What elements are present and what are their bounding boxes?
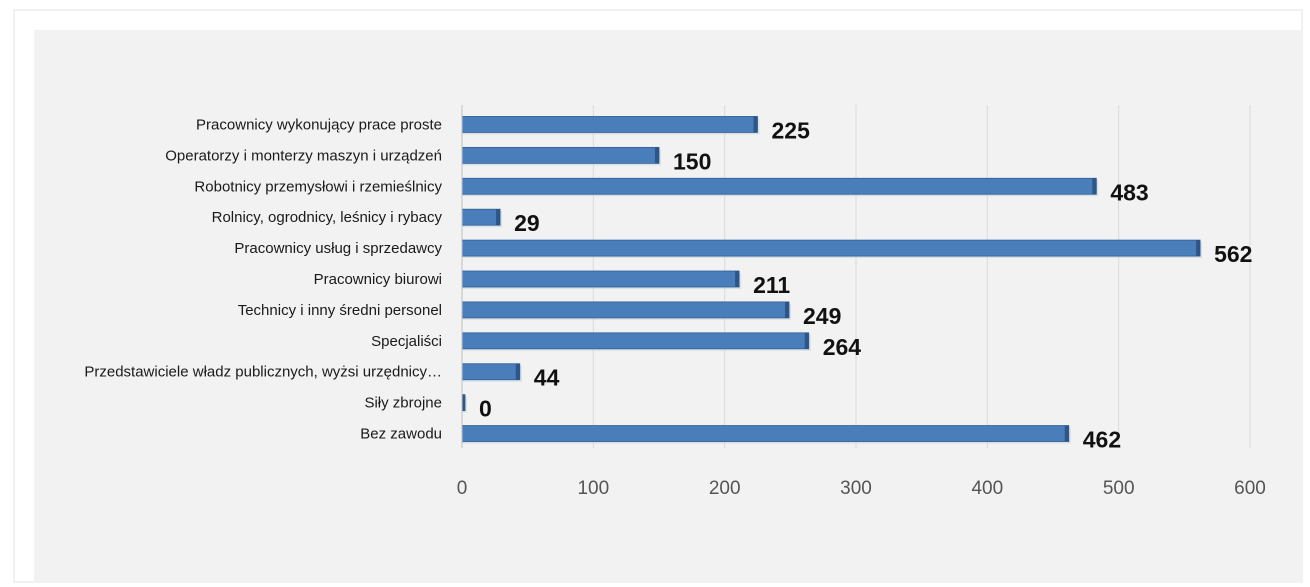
bar: [461, 146, 660, 164]
bar: [461, 239, 1201, 257]
category-label: Operatorzy i monterzy maszyn i urządzeń: [165, 147, 442, 164]
data-label: 29: [514, 210, 540, 236]
x-tick-label: 400: [971, 478, 1003, 499]
bar-end-cap: [1196, 240, 1201, 257]
bar-end-cap: [785, 301, 790, 318]
bar-end-cap: [753, 116, 758, 133]
category-label: Pracownicy usług i sprzedawcy: [234, 240, 442, 257]
category-label: Pracownicy wykonujący prace proste: [196, 116, 442, 133]
category-label: Rolnicy, ogrodnicy, leśnicy i rybacy: [212, 209, 443, 226]
data-label: 249: [803, 303, 841, 329]
data-label: 44: [534, 365, 560, 391]
data-label: 211: [753, 272, 790, 298]
data-labels: 225 150 483 29 562 211 249 264 44 0 462: [479, 117, 1252, 452]
category-label: Siły zbrojne: [364, 395, 442, 412]
data-label: 483: [1110, 179, 1148, 205]
bar: [461, 425, 1070, 442]
category-label: Bez zawodu: [360, 426, 442, 443]
bar-end-cap: [462, 394, 465, 411]
data-label: 0: [479, 396, 492, 422]
bar: [461, 116, 758, 133]
bar: [461, 301, 790, 319]
data-label: 562: [1214, 241, 1252, 267]
bar: [461, 363, 521, 381]
x-tick-label: 500: [1103, 478, 1135, 499]
x-tick-label: 200: [709, 478, 741, 499]
x-tick-labels: 0 100 200 300 400 500 600: [457, 478, 1266, 499]
bar-end-cap: [515, 363, 520, 380]
category-label: Pracownicy biurowi: [314, 271, 442, 288]
bar: [461, 177, 1097, 195]
data-label: 462: [1083, 427, 1121, 453]
bars: [461, 116, 1203, 444]
category-labels: Pracownicy wykonujący prace proste Operat…: [84, 116, 442, 442]
data-label: 264: [823, 334, 862, 360]
category-label: Technicy i inny średni personel: [238, 302, 442, 319]
bar-end-cap: [735, 271, 740, 287]
x-tick-label: 100: [577, 478, 609, 499]
bar-end-cap: [804, 332, 809, 349]
bar: [461, 270, 740, 288]
x-tick-label: 0: [457, 478, 468, 499]
x-tick-label: 600: [1234, 478, 1266, 499]
data-label: 225: [772, 117, 811, 143]
x-tick-label: 300: [840, 478, 872, 499]
bar-end-cap: [496, 209, 501, 226]
category-label: Robotnicy przemysłowi i rzemieślnicy: [194, 178, 442, 195]
bar: [461, 208, 501, 226]
category-label: Przedstawiciele władz publicznych, wyżsi…: [84, 364, 442, 381]
bar-end-cap: [1064, 425, 1069, 442]
bar-end-cap: [655, 147, 659, 164]
bar-end-cap: [1092, 178, 1097, 195]
category-label: Specjaliści: [371, 333, 442, 350]
bar: [461, 332, 810, 350]
data-label: 150: [673, 148, 711, 174]
